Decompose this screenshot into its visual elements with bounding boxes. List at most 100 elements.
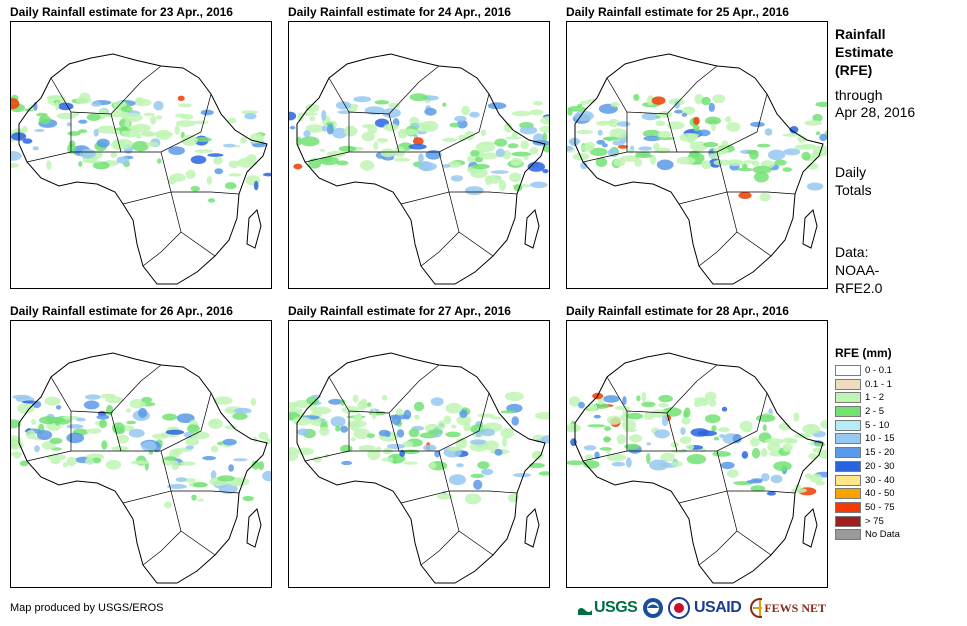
legend-item: 15 - 20 xyxy=(835,446,955,460)
side-data-source-2: RFE2.0 xyxy=(835,280,883,296)
rain-bands xyxy=(289,391,549,505)
side-date: Apr 28, 2016 xyxy=(835,104,916,120)
madagascar-outline xyxy=(246,508,262,548)
panel-title: Daily Rainfall estimate for 26 Apr., 201… xyxy=(10,304,233,318)
country-border xyxy=(122,490,182,566)
usgs-logo: USGS xyxy=(578,594,638,622)
legend-swatch xyxy=(835,529,861,541)
madagascar-outline xyxy=(524,508,540,548)
legend-item: 2 - 5 xyxy=(835,405,955,419)
partner-logos: USGS USAID FEWS NET xyxy=(578,594,828,622)
legend-swatch xyxy=(835,501,861,513)
side-data-source-1: NOAA- xyxy=(835,262,880,278)
country-border xyxy=(606,65,718,115)
country-border xyxy=(736,231,772,257)
legend-label: 15 - 20 xyxy=(865,447,895,459)
rainfall-map xyxy=(566,21,828,289)
country-border xyxy=(180,530,216,556)
map-svg xyxy=(567,352,827,584)
side-data-label: Data: xyxy=(835,244,869,260)
legend-label: 0 - 0.1 xyxy=(865,365,892,376)
map-credit: Map produced by USGS/EROS xyxy=(10,602,164,614)
fewsnet-logo: FEWS NET xyxy=(750,594,826,622)
rain-bands xyxy=(289,93,549,196)
legend-label: 1 - 2 xyxy=(865,392,885,404)
side-through: through xyxy=(835,87,883,103)
usgs-text: USGS xyxy=(594,599,638,616)
legend-item: 0 - 0.1 xyxy=(835,364,955,378)
map-svg xyxy=(289,352,549,584)
country-border xyxy=(582,450,628,462)
legend-label: 30 - 40 xyxy=(865,474,895,486)
africa-coastline xyxy=(296,352,546,584)
fewsnet-globe-icon xyxy=(750,598,763,618)
side-title-1: Rainfall xyxy=(835,26,886,42)
usgs-wave-icon xyxy=(578,608,592,615)
legend-label: 50 - 75 xyxy=(865,501,895,513)
legend-swatch xyxy=(835,419,861,431)
panel-title: Daily Rainfall estimate for 24 Apr., 201… xyxy=(288,5,511,19)
legend-swatch xyxy=(835,378,861,390)
country-border xyxy=(122,191,182,267)
side-daily: Daily xyxy=(835,164,867,180)
legend-item: 20 - 30 xyxy=(835,460,955,474)
side-title-2: Estimate xyxy=(835,44,894,60)
rain-bands xyxy=(567,391,827,496)
country-border xyxy=(716,450,796,494)
usaid-seal-logo xyxy=(668,594,692,622)
country-border xyxy=(26,450,72,462)
country-border xyxy=(736,530,772,556)
madagascar-outline xyxy=(524,209,540,249)
rain-bands xyxy=(11,393,271,509)
legend-swatch xyxy=(835,460,861,472)
legend-label: > 75 xyxy=(865,515,884,527)
legend-label: 0.1 - 1 xyxy=(865,378,892,390)
panel-title: Daily Rainfall estimate for 25 Apr., 201… xyxy=(566,5,789,19)
rain-bands xyxy=(567,93,827,202)
legend-item: No Data xyxy=(835,528,955,542)
country-border xyxy=(458,530,494,556)
africa-coastline xyxy=(18,53,268,285)
rain-bands xyxy=(11,92,271,203)
madagascar-outline xyxy=(802,209,818,249)
legend-item: 40 - 50 xyxy=(835,487,955,501)
legend-item: 1 - 2 xyxy=(835,391,955,405)
usaid-logo: USAID xyxy=(694,594,750,622)
rainfall-map xyxy=(566,320,828,588)
legend-swatch xyxy=(835,515,861,527)
noaa-seal-icon xyxy=(643,598,663,618)
legend-item: 50 - 75 xyxy=(835,501,955,515)
country-border xyxy=(304,450,350,462)
rainfall-map xyxy=(288,320,550,588)
usaid-text: USAID xyxy=(694,599,742,616)
country-border xyxy=(458,231,494,257)
noaa-logo xyxy=(642,594,666,622)
legend-swatch xyxy=(835,474,861,486)
legend-label: 40 - 50 xyxy=(865,488,895,500)
country-border xyxy=(180,231,216,257)
legend-swatch xyxy=(835,392,861,404)
legend-swatch xyxy=(835,365,861,376)
legend-label: 5 - 10 xyxy=(865,419,890,431)
country-border xyxy=(582,151,628,163)
panel-title: Daily Rainfall estimate for 28 Apr., 201… xyxy=(566,304,789,318)
legend-title: RFE (mm) xyxy=(835,346,892,360)
panel-title: Daily Rainfall estimate for 27 Apr., 201… xyxy=(288,304,511,318)
rainfall-map xyxy=(10,21,272,289)
map-svg xyxy=(289,53,549,285)
country-border xyxy=(400,490,460,566)
map-svg xyxy=(567,53,827,285)
country-border xyxy=(678,490,738,566)
legend-item: 0.1 - 1 xyxy=(835,378,955,392)
fewsnet-text: FEWS NET xyxy=(764,600,826,615)
usaid-seal-icon xyxy=(668,597,690,619)
legend-swatch xyxy=(835,433,861,445)
country-border xyxy=(26,151,72,163)
country-border xyxy=(716,151,796,195)
legend-item: 30 - 40 xyxy=(835,474,955,488)
legend-label: 10 - 15 xyxy=(865,433,895,445)
side-totals: Totals xyxy=(835,182,872,198)
legend-item: > 75 xyxy=(835,515,955,529)
